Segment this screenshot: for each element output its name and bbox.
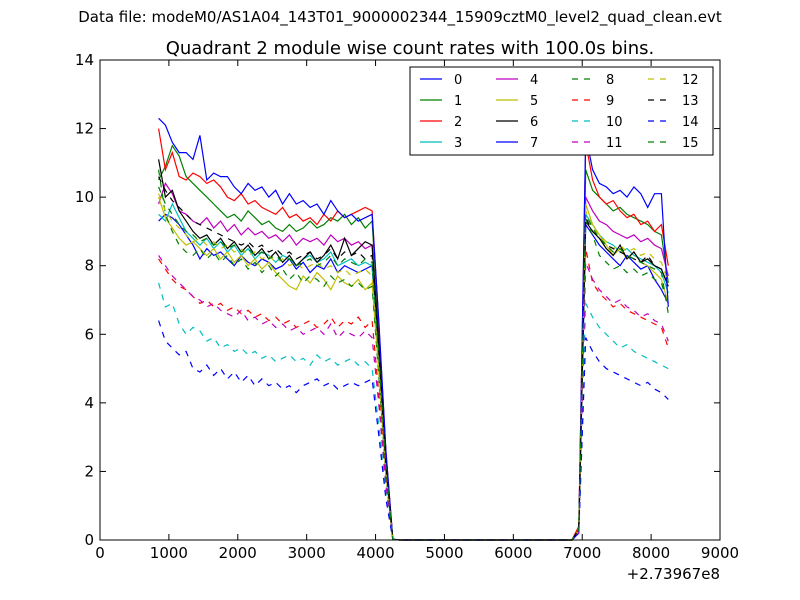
legend-label-0: 0 (454, 73, 462, 88)
y-tick-label: 12 (75, 120, 94, 138)
plot-frame (99, 59, 721, 541)
series-line-10 (158, 282, 669, 541)
series-line-15 (158, 186, 669, 541)
legend-label-1: 1 (454, 94, 462, 109)
legend-label-14: 14 (682, 115, 699, 130)
y-tick-label: 8 (84, 257, 94, 275)
x-tick-label: 8000 (632, 544, 670, 562)
suptitle: Data file: modeM0/AS1A04_143T01_90000023… (78, 8, 722, 26)
y-tick-label: 2 (84, 462, 94, 480)
x-tick-label: 0 (95, 544, 105, 562)
x-tick-label: 1000 (150, 544, 188, 562)
x-tick-label: 9000 (701, 544, 739, 562)
x-offset-label: +2.73967e8 (627, 565, 720, 583)
legend-label-8: 8 (606, 73, 614, 88)
legend-label-13: 13 (682, 94, 699, 109)
legend-label-12: 12 (682, 73, 699, 88)
x-tick-label: 4000 (356, 544, 394, 562)
y-tick-label: 6 (84, 325, 94, 343)
x-tick-label: 3000 (288, 544, 326, 562)
x-tick-label: 6000 (494, 544, 532, 562)
legend-label-5: 5 (530, 94, 538, 109)
legend-label-11: 11 (606, 136, 623, 151)
legend-label-2: 2 (454, 115, 462, 130)
x-tick-label: 5000 (425, 544, 463, 562)
series-line-13 (158, 176, 669, 541)
legend-label-6: 6 (530, 115, 538, 130)
chart-title: Quadrant 2 module wise count rates with … (166, 38, 655, 59)
series-line-14 (158, 320, 669, 541)
x-tick-label: 2000 (219, 544, 257, 562)
y-tick-label: 4 (84, 394, 94, 412)
legend-label-9: 9 (606, 94, 614, 109)
legend-label-3: 3 (454, 136, 462, 151)
legend-label-7: 7 (530, 136, 538, 151)
y-tick-label: 14 (75, 51, 94, 69)
legend-label-15: 15 (682, 136, 699, 151)
x-tick-label: 7000 (563, 544, 601, 562)
legend-label-10: 10 (606, 115, 623, 130)
legend-frame (409, 66, 714, 156)
y-tick-label: 0 (84, 531, 94, 549)
tick-layer: 0 1000 2000 3000 4000 5000 6000 7000 8000 9000 0 2 4… (75, 51, 739, 562)
y-tick-label: 10 (75, 188, 94, 206)
legend-label-4: 4 (530, 73, 538, 88)
